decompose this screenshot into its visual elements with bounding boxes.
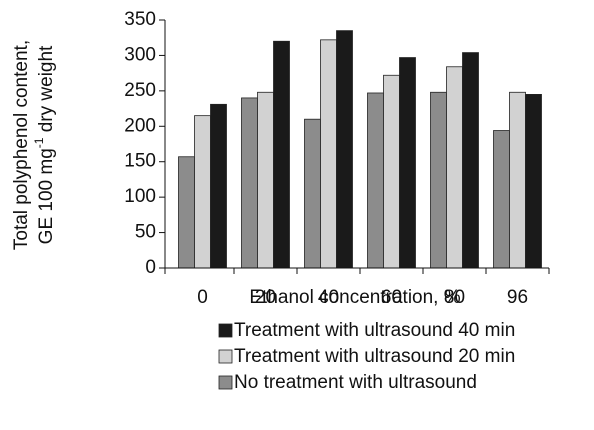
bar <box>320 39 337 269</box>
bar <box>194 115 211 269</box>
x-tick-label: 96 <box>507 287 528 308</box>
bar <box>367 92 384 269</box>
bar <box>178 156 195 269</box>
y-label-part: GE 100 mg <box>36 148 57 244</box>
y-label-sup: -1 <box>32 137 46 148</box>
bar <box>493 130 510 269</box>
y-tick-label: 250 <box>124 80 156 101</box>
bar <box>241 97 258 269</box>
bar <box>509 91 526 269</box>
y-tick-label: 50 <box>135 222 156 243</box>
y-tick-label: 300 <box>124 44 156 65</box>
x-tick-label: 60 <box>381 287 402 308</box>
legend-swatch <box>218 375 233 390</box>
y-axis-label-line: Total polyphenol content, <box>11 40 32 250</box>
legend-swatch <box>218 349 233 364</box>
y-label-part: dry weight <box>36 45 57 138</box>
bar <box>430 91 447 269</box>
bar <box>462 52 479 269</box>
bar <box>257 91 274 269</box>
y-axis-label-line: GE 100 mg-1 dry weight <box>32 45 57 244</box>
bar <box>304 118 321 269</box>
y-tick-label: 200 <box>124 115 156 136</box>
legend-label: Treatment with ultrasound 40 min <box>234 320 515 341</box>
bar <box>525 94 542 269</box>
x-axis-label: Ethanol concentration, % <box>249 287 460 308</box>
x-tick-label: 80 <box>444 287 465 308</box>
legend-label: Treatment with ultrasound 20 min <box>234 346 515 367</box>
x-tick-label: 40 <box>318 287 339 308</box>
bar <box>210 103 227 269</box>
bar <box>336 30 353 269</box>
bar <box>383 74 400 269</box>
x-tick-label: 0 <box>197 287 208 308</box>
legend-label: No treatment with ultrasound <box>234 372 477 393</box>
y-tick-label: 350 <box>124 9 156 30</box>
bar <box>273 40 290 269</box>
y-tick-label: 0 <box>145 257 156 278</box>
bar <box>446 66 463 269</box>
y-axis-label: Total polyphenol content, GE 100 mg-1 dr… <box>11 40 57 250</box>
y-tick-label: 100 <box>124 186 156 207</box>
x-tick-label: 20 <box>255 287 276 308</box>
legend-swatch <box>218 323 233 338</box>
bar <box>399 57 416 269</box>
y-tick-label: 150 <box>124 151 156 172</box>
